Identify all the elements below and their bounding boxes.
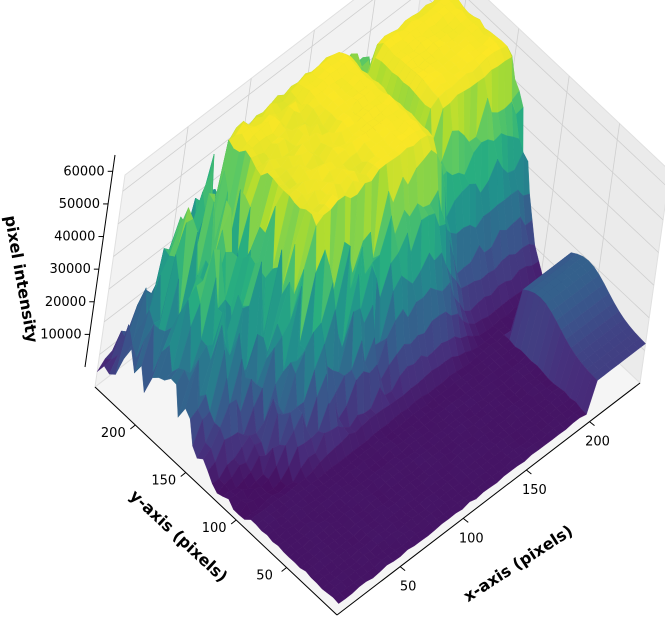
x-tick [462, 517, 469, 523]
tick-labels: 50 100 150 200 50 100 150 200 10000 20000 30000 400… [40, 164, 610, 594]
surface-patch [423, 149, 432, 208]
x-tick-label: 50 [400, 580, 417, 595]
y-tick [130, 424, 136, 430]
surface-patch [458, 130, 465, 176]
z-tick-label: 10000 [40, 327, 81, 342]
x-tick [526, 469, 532, 475]
grid-line-z [122, 0, 665, 192]
z-tick-label: 40000 [54, 230, 95, 245]
z-tick-label: 50000 [59, 197, 100, 212]
surface-patch [483, 211, 492, 253]
x-tick [589, 421, 595, 427]
surface-patch [462, 183, 471, 229]
surface-patch [456, 227, 465, 275]
surface-patch [363, 371, 372, 414]
y-tick [281, 567, 287, 572]
surface-patch [491, 66, 499, 113]
surface-patch [497, 60, 506, 113]
y-tick-label: 150 [151, 474, 176, 489]
y-tick [180, 472, 187, 477]
x-tick-label: 200 [585, 435, 610, 450]
surface-patch [452, 130, 459, 176]
surface-mesh [97, 0, 646, 604]
x-tick-label: 150 [522, 483, 547, 498]
y-tick-label: 50 [256, 569, 273, 584]
surface-patch [332, 593, 346, 604]
z-tick-label: 20000 [45, 295, 86, 310]
surface-patch [448, 0, 456, 3]
grid-line-y [538, 75, 570, 289]
x-tick [399, 566, 406, 572]
x-tick-label: 100 [459, 531, 484, 546]
surface-patch [469, 183, 476, 229]
surface-patch [463, 224, 472, 268]
z-axis-line [84, 154, 116, 368]
z-tick-label: 30000 [49, 262, 90, 277]
z-tick-label: 60000 [63, 164, 104, 179]
grid-line-z [117, 0, 664, 225]
surface-patch [504, 56, 512, 110]
y-tick-label: 200 [101, 426, 126, 441]
y-tick [230, 519, 237, 525]
y-tick-label: 100 [202, 521, 227, 536]
z-axis-label: pixel intensity [1, 214, 42, 345]
